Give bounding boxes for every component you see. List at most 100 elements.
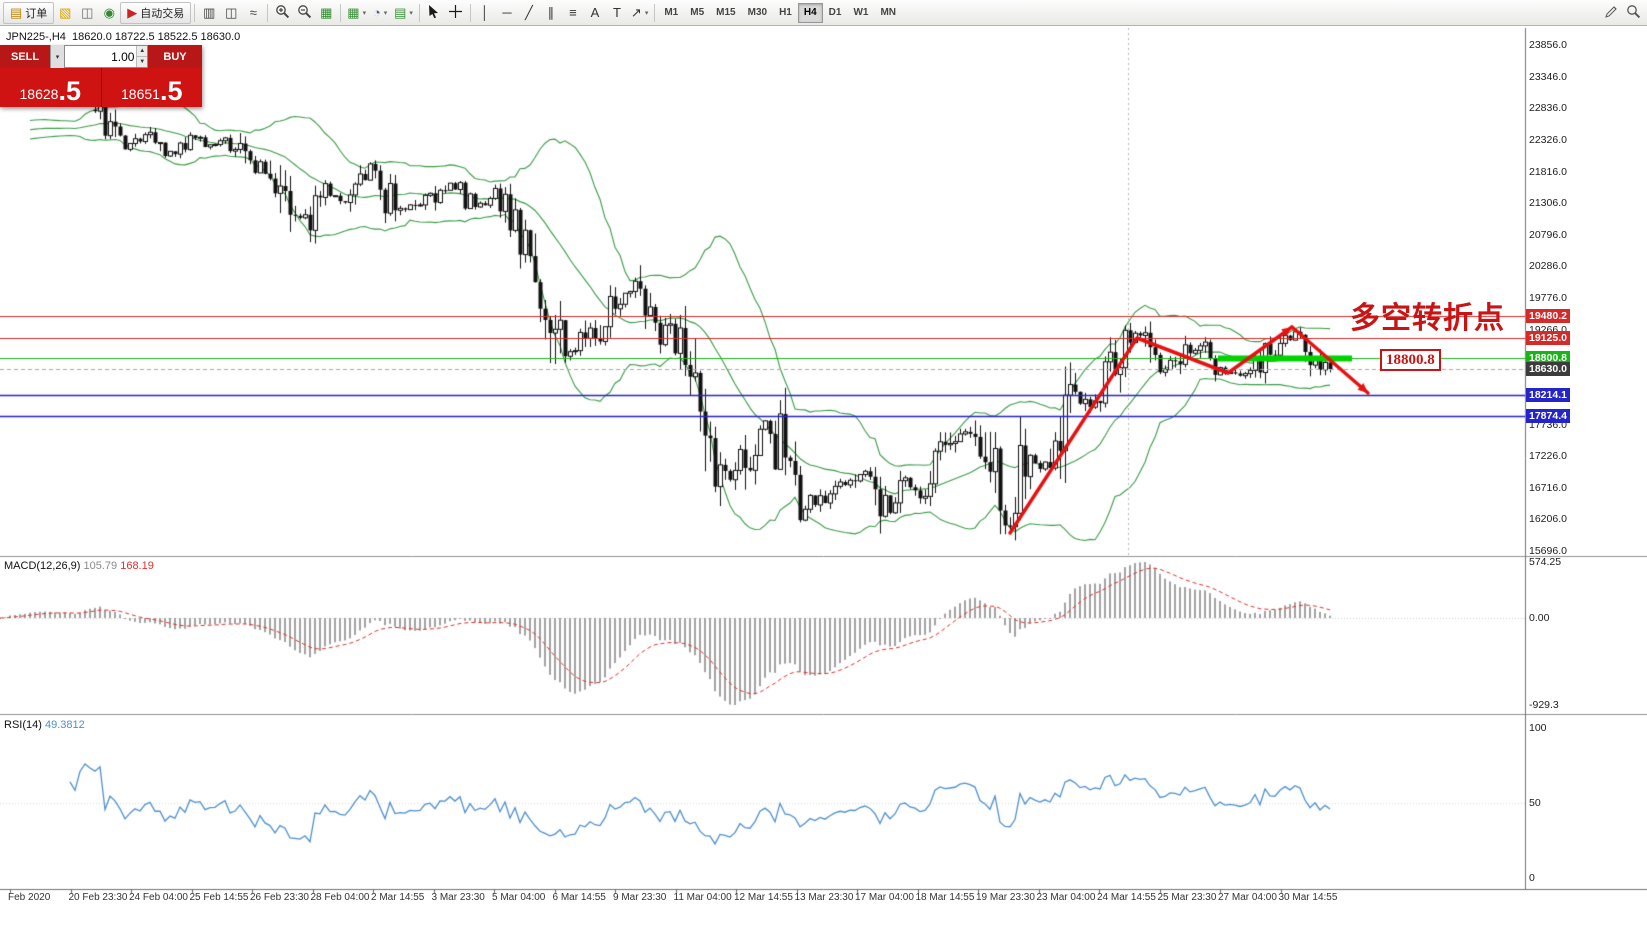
zoom-in-icon[interactable] <box>271 2 293 24</box>
buy-price-main: 18651 <box>121 86 160 102</box>
toolbar-separator <box>267 3 269 22</box>
chart-symbol-info: JPN225-,H4 18620.0 18722.5 18522.5 18630… <box>6 31 240 43</box>
bar-chart-icon[interactable]: ▥ <box>198 2 220 24</box>
symbol-period: JPN225-,H4 <box>6 31 66 43</box>
new-order-button[interactable]: ▤ 订单 <box>3 1 55 24</box>
autotrade-button-label: 自动交易 <box>140 7 185 20</box>
volume-down-button[interactable]: ▼ <box>137 57 147 67</box>
volume-input[interactable] <box>65 46 137 67</box>
timeframe-m1[interactable]: M1 <box>658 3 684 23</box>
chevron-down-icon: ▾ <box>644 9 649 17</box>
timeframe-m5[interactable]: M5 <box>684 3 710 23</box>
timeframe-w1[interactable]: W1 <box>847 3 874 23</box>
fibonacci-icon[interactable]: ≡ <box>562 2 584 24</box>
macd-header: MACD(12,26,9) 105.79 168.19 <box>4 560 154 572</box>
text-icon[interactable]: A <box>584 2 606 24</box>
new-order-icon: ▤ <box>10 5 23 20</box>
candlestick-chart-icon: ◫ <box>225 5 238 20</box>
indicators-icon: ▤ <box>394 5 407 20</box>
search-icon[interactable] <box>1622 2 1644 24</box>
vertical-line-icon: │ <box>480 5 489 20</box>
timeframe-h1[interactable]: H1 <box>773 3 798 23</box>
order-type-dropdown[interactable]: ▾ <box>50 45 64 68</box>
ohlc-values: 18620.0 18722.5 18522.5 18630.0 <box>72 31 241 43</box>
volume-spinner: ▲ ▼ <box>136 46 147 67</box>
arrows-icon: ↗ <box>630 5 642 20</box>
timeframe-d1[interactable]: D1 <box>823 3 848 23</box>
text-label-icon: T <box>612 5 621 20</box>
arrows-icon[interactable]: ↗ ▾ <box>628 2 651 24</box>
toolbar-separator <box>469 3 471 22</box>
new-chart-icon: ▦ <box>347 5 360 20</box>
edit-icon[interactable] <box>1600 2 1622 24</box>
chart-folder-icon[interactable]: ▧ <box>54 2 76 24</box>
autotrade-icon: ▶ <box>127 5 138 20</box>
macd-name: MACD(12,26,9) <box>4 560 81 572</box>
search-icon <box>1626 4 1641 22</box>
refresh-icon[interactable]: ◉ <box>98 2 120 24</box>
toolbar-separator <box>194 3 196 22</box>
indicators-icon[interactable]: ▤ ▾ <box>391 2 416 24</box>
rsi-value: 49.3812 <box>44 719 85 731</box>
crosshair-icon <box>448 4 463 22</box>
toolbar-separator <box>418 3 420 22</box>
profiles-icon[interactable]: ◫ <box>76 2 98 24</box>
vertical-line-icon[interactable]: │ <box>474 2 496 24</box>
new-order-button-label: 订单 <box>25 7 48 20</box>
cursor-icon[interactable] <box>423 2 445 24</box>
trade-panel-top-row: SELL ▾ ▲ ▼ BUY <box>0 45 202 68</box>
timeframe-h4[interactable]: H4 <box>797 2 823 23</box>
timeframe-mn[interactable]: MN <box>874 3 902 23</box>
edit-icon <box>1604 4 1619 22</box>
trade-panel-prices: 18628 .5 18651 .5 <box>0 68 202 107</box>
sell-price[interactable]: 18628 .5 <box>0 68 102 107</box>
zoom-out-icon <box>297 4 312 22</box>
buy-price[interactable]: 18651 .5 <box>101 68 202 107</box>
profiles-menu-icon[interactable]: ◔ ▾ <box>369 2 391 24</box>
line-chart-icon: ≈ <box>249 5 257 20</box>
toolbar-separator <box>340 3 342 22</box>
buy-price-pips: .5 <box>159 76 183 106</box>
price-flag-18800[interactable]: 18800.8 <box>1380 349 1441 371</box>
chevron-down-icon: ▾ <box>383 9 388 17</box>
fibonacci-icon: ≡ <box>569 5 577 20</box>
cursor-icon <box>426 4 441 22</box>
timeframe-m30[interactable]: M30 <box>742 3 773 23</box>
text-icon: A <box>590 5 600 20</box>
horizontal-line-icon[interactable]: ─ <box>496 2 518 24</box>
bar-chart-icon: ▥ <box>203 5 216 20</box>
rsi-header: RSI(14) 49.3812 <box>4 719 85 731</box>
chart-folder-icon: ▧ <box>59 5 72 20</box>
volume-up-button[interactable]: ▲ <box>137 46 147 57</box>
macd-value-1: 105.79 <box>83 560 118 572</box>
chevron-down-icon: ▾ <box>362 9 367 17</box>
chevron-down-icon: ▾ <box>409 9 413 17</box>
buy-button[interactable]: BUY <box>148 45 202 68</box>
refresh-icon: ◉ <box>103 5 115 20</box>
volume-input-wrap: ▲ ▼ <box>64 45 148 68</box>
toolbar-separator <box>654 3 656 22</box>
text-label-icon[interactable]: T <box>606 2 628 24</box>
sell-price-pips: .5 <box>58 76 81 106</box>
tile-windows-icon[interactable]: ▦ <box>315 2 337 24</box>
macd-value-2: 168.19 <box>120 560 154 572</box>
channel-icon[interactable]: ∥ <box>540 2 562 24</box>
timeframe-m15[interactable]: M15 <box>710 3 741 23</box>
trendline-icon[interactable]: ╱ <box>518 2 540 24</box>
tile-windows-icon: ▦ <box>320 5 333 20</box>
sell-button[interactable]: SELL <box>0 45 50 68</box>
line-chart-icon[interactable]: ≈ <box>242 2 264 24</box>
profiles-icon: ◫ <box>81 5 94 20</box>
trend-annotation-text[interactable]: 多空转折点 <box>1350 302 1505 335</box>
sell-price-main: 18628 <box>19 86 59 102</box>
profiles-menu-icon: ◔ <box>372 5 381 20</box>
crosshair-icon[interactable] <box>445 2 467 24</box>
channel-icon: ∥ <box>547 5 555 20</box>
candlestick-chart-icon[interactable]: ◫ <box>220 2 242 24</box>
rsi-name: RSI(14) <box>4 719 42 731</box>
autotrade-button[interactable]: ▶ 自动交易 <box>120 1 192 24</box>
zoom-out-icon[interactable] <box>293 2 315 24</box>
new-chart-icon[interactable]: ▦ ▾ <box>344 2 369 24</box>
